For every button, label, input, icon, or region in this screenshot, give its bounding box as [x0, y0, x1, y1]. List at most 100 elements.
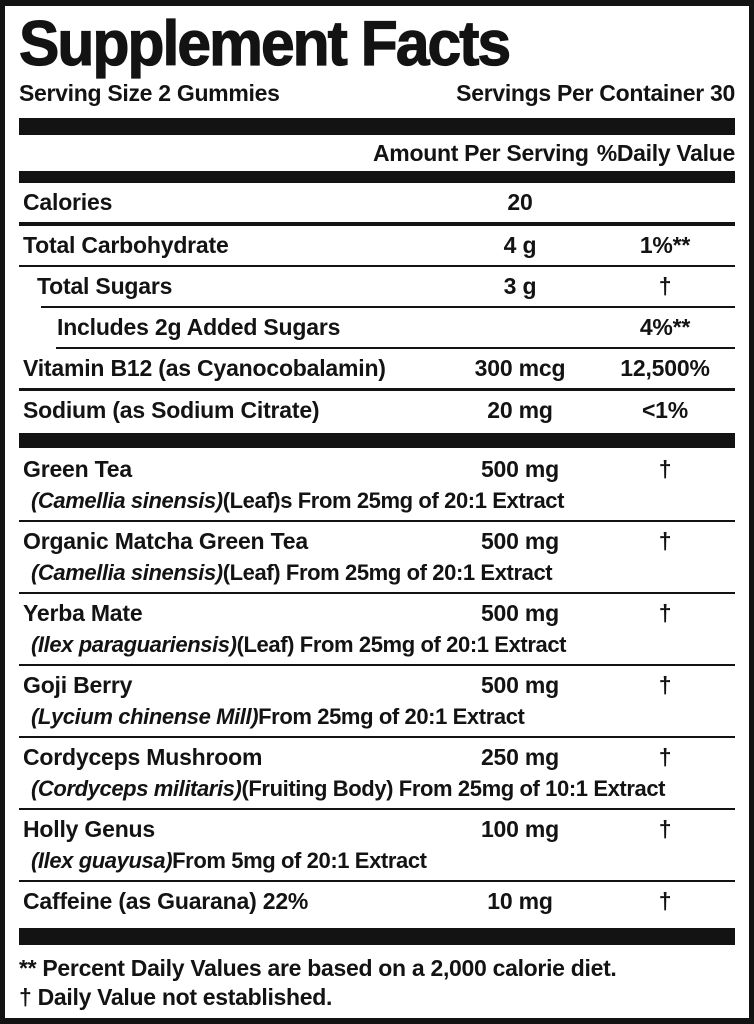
botanical-detail: (Ilex paraguariensis) (Leaf) From 25mg o…	[19, 629, 735, 664]
nutrient-row-main: Includes 2g Added Sugars 4%**	[19, 308, 735, 347]
nutrient-name: Total Carbohydrate	[23, 232, 229, 258]
botanical-detail: (Ilex guayusa) From 5mg of 20:1 Extract	[19, 845, 735, 880]
nutrient-name: Caffeine (as Guarana) 22%	[23, 888, 309, 914]
nutrient-amount: 100 mg	[480, 816, 560, 842]
separator	[19, 520, 735, 522]
nutrient-row: Green Tea 500 mg † (Camellia sinensis) (Lea…	[19, 450, 735, 520]
nutrient-name: Holly Genus	[23, 816, 155, 842]
nutrient-name: Total Sugars	[37, 273, 173, 299]
separator	[19, 664, 735, 666]
botanical-latin-name: (Camellia sinensis)	[31, 487, 223, 513]
nutrient-name: Organic Matcha Green Tea	[23, 528, 308, 554]
nutrient-name: Goji Berry	[23, 672, 133, 698]
nutrient-amount: 4 g	[503, 232, 537, 258]
nutrient-row: Sodium (as Sodium Citrate) 20 mg <1%	[19, 391, 735, 430]
nutrient-amount: 500 mg	[480, 672, 560, 698]
nutrient-daily-value: †	[658, 273, 672, 299]
separator	[19, 736, 735, 738]
nutrient-daily-value: 4%**	[639, 314, 691, 340]
nutrient-row: Cordyceps Mushroom 250 mg † (Cordyceps mili…	[19, 738, 735, 808]
botanical-latin-name: (Ilex paraguariensis)	[31, 631, 237, 657]
botanical-detail: (Camellia sinensis) (Leaf) From 25mg of …	[19, 557, 735, 592]
nutrient-daily-value: †	[658, 888, 672, 914]
nutrient-daily-value: <1%	[641, 397, 689, 423]
nutrient-row-main: Holly Genus 100 mg †	[19, 810, 735, 849]
nutrient-amount: 500 mg	[480, 456, 560, 482]
nutrient-name: Sodium (as Sodium Citrate)	[23, 397, 320, 423]
separator	[19, 265, 735, 267]
nutrient-amount: 500 mg	[480, 600, 560, 626]
nutrient-row: Holly Genus 100 mg † (Ilex guayusa) From 5m…	[19, 810, 735, 880]
nutrient-row-main: Green Tea 500 mg †	[19, 450, 735, 489]
nutrient-row: Calories 20	[19, 183, 735, 222]
nutrient-daily-value: †	[658, 672, 672, 698]
nutrient-daily-value: †	[658, 528, 672, 554]
section-bar-header	[19, 171, 735, 183]
separator-indented	[56, 347, 735, 349]
nutrient-row-main: Cordyceps Mushroom 250 mg †	[19, 738, 735, 777]
nutrient-amount: 20 mg	[487, 397, 553, 423]
nutrient-amount: 250 mg	[480, 744, 560, 770]
separator-thick	[19, 222, 735, 226]
nutrient-amount: 3 g	[503, 273, 537, 299]
nutrient-row-main: Organic Matcha Green Tea 500 mg †	[19, 522, 735, 561]
nutrient-row-main: Vitamin B12 (as Cyanocobalamin) 300 mcg 12…	[19, 349, 735, 388]
nutrient-row: Total Sugars 3 g †	[19, 267, 735, 306]
nutrient-row: Yerba Mate 500 mg † (Ilex paraguariensis) (…	[19, 594, 735, 664]
nutrient-row-main: Sodium (as Sodium Citrate) 20 mg <1%	[19, 391, 735, 430]
nutrient-daily-value: †	[658, 456, 672, 482]
section-bar-top	[19, 118, 735, 135]
botanical-latin-name: (Camellia sinensis)	[31, 559, 223, 585]
section-bar	[19, 433, 735, 448]
nutrient-name: Includes 2g Added Sugars	[57, 314, 341, 340]
nutrient-row-main: Yerba Mate 500 mg †	[19, 594, 735, 633]
nutrient-name: Calories	[23, 189, 113, 215]
nutrient-row-main: Total Sugars 3 g †	[19, 267, 735, 306]
nutrient-row: Total Carbohydrate 4 g 1%**	[19, 226, 735, 265]
nutrient-name: Yerba Mate	[23, 600, 143, 626]
column-header-daily-value: %Daily Value	[596, 139, 736, 166]
botanical-detail-text: (Leaf)s From 25mg of 20:1 Extract	[222, 487, 565, 513]
nutrient-row: Organic Matcha Green Tea 500 mg † (Camellia…	[19, 522, 735, 592]
botanical-detail-text: From 5mg of 20:1 Extract	[172, 847, 427, 873]
serving-size: Serving Size 2 Gummies	[19, 79, 280, 106]
nutrient-amount: 20	[507, 189, 533, 215]
nutrient-row-main: Calories 20	[19, 183, 735, 222]
serving-info-row: Serving Size 2 Gummies Servings Per Cont…	[19, 78, 735, 108]
nutrient-row-main: Goji Berry 500 mg †	[19, 666, 735, 705]
nutrient-amount: 10 mg	[487, 888, 553, 914]
nutrient-amount: 500 mg	[480, 528, 560, 554]
nutrient-amount: 300 mcg	[474, 355, 566, 381]
separator	[19, 592, 735, 594]
botanical-detail: (Cordyceps militaris) (Fruiting Body) Fr…	[19, 773, 735, 808]
nutrient-row: Goji Berry 500 mg † (Lycium chinense Mill) …	[19, 666, 735, 736]
nutrient-row: Caffeine (as Guarana) 22% 10 mg †	[19, 882, 735, 921]
footnote-daily-values: ** Percent Daily Values are based on a 2…	[19, 955, 617, 981]
label-title: Supplement Facts	[18, 9, 511, 79]
nutrient-daily-value: 1%**	[639, 232, 691, 258]
separator	[19, 880, 735, 882]
nutrient-daily-value: †	[658, 816, 672, 842]
nutrient-row-main: Caffeine (as Guarana) 22% 10 mg †	[19, 882, 735, 921]
nutrient-name: Vitamin B12 (as Cyanocobalamin)	[23, 355, 386, 381]
nutrient-daily-value: 12,500%	[620, 355, 710, 381]
botanical-detail: (Lycium chinense Mill) From 25mg of 20:1…	[19, 701, 735, 736]
botanical-detail: (Camellia sinensis) (Leaf)s From 25mg of…	[19, 485, 735, 520]
botanical-latin-name: (Lycium chinense Mill)	[31, 703, 259, 729]
botanical-detail-text: (Fruiting Body) From 25mg of 10:1 Extrac…	[241, 775, 666, 801]
nutrient-daily-value: †	[658, 600, 672, 626]
botanical-detail-text: From 25mg of 20:1 Extract	[258, 703, 525, 729]
separator-medium	[19, 388, 735, 391]
nutrient-row: Includes 2g Added Sugars 4%**	[19, 308, 735, 347]
nutrient-name: Green Tea	[23, 456, 132, 482]
nutrient-row-main: Total Carbohydrate 4 g 1%**	[19, 226, 735, 265]
separator	[19, 808, 735, 810]
section-bar-bottom	[19, 928, 735, 945]
botanical-detail-text: (Leaf) From 25mg of 20:1 Extract	[236, 631, 567, 657]
botanical-detail-text: (Leaf) From 25mg of 20:1 Extract	[222, 559, 553, 585]
column-header-row: Amount Per Serving %Daily Value	[19, 135, 735, 171]
nutrient-rows: Calories 20 Total Carbohydrate 4 g 1%** Total…	[19, 183, 735, 945]
footnotes: ** Percent Daily Values are based on a 2…	[19, 954, 735, 1012]
column-header-amount: Amount Per Serving	[372, 139, 589, 166]
